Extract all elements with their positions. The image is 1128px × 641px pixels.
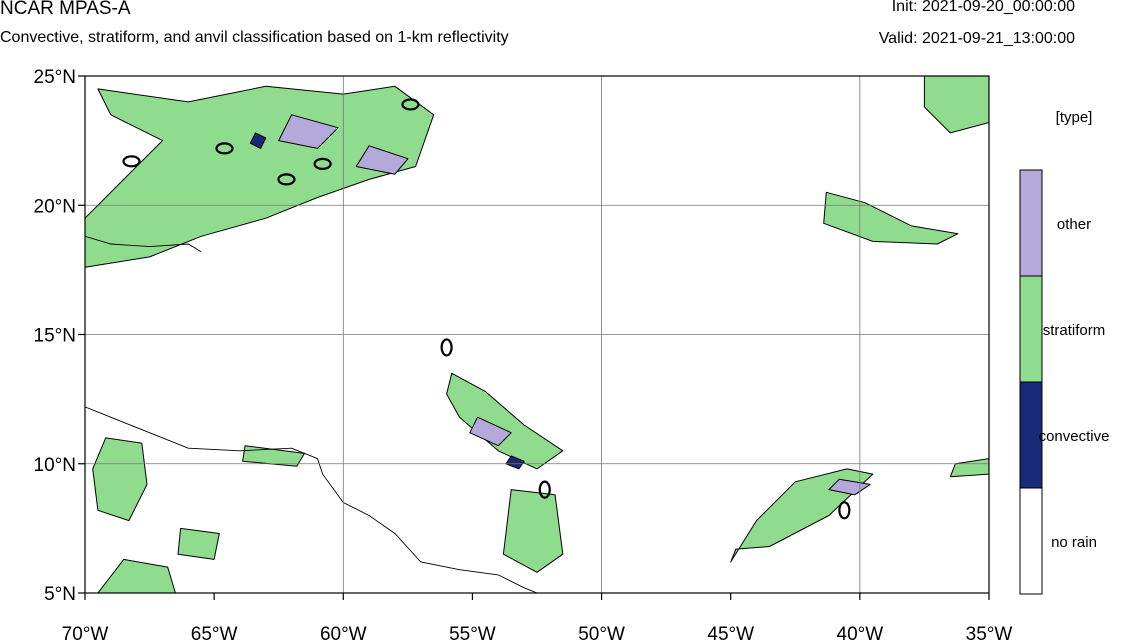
rain-region-stratiform [446,372,564,470]
y-tick-label: 20°N [34,196,76,217]
contour-oval [313,157,332,170]
legend-label: no rain [1051,534,1097,551]
legend-label: other [1057,216,1091,233]
y-tick-label: 15°N [34,326,76,347]
x-tick-label: 45°W [707,624,754,641]
rain-region-other [278,114,339,149]
x-tick-label: 65°W [191,624,238,641]
contour-oval [838,501,851,520]
legend-swatch-other [1019,169,1043,277]
rain-region-stratiform [823,191,959,245]
rain-region-stratiform [730,468,874,563]
x-tick-label: 70°W [62,624,109,641]
contour-oval [277,173,296,186]
legend-swatch-no-rain [1019,487,1043,595]
contour-oval [215,142,234,155]
rain-region-stratiform [949,458,989,478]
rain-region-stratiform [92,437,148,522]
y-tick-label: 5°N [44,584,76,605]
x-tick-label: 35°W [966,624,1013,641]
rain-region-stratiform [85,85,435,268]
valid-time: Valid: 2021-09-21_13:00:00 [878,30,1075,47]
contour-oval [122,155,141,168]
legend-swatch-stratiform [1019,275,1043,383]
coastline-layer [85,235,539,593]
rain-region-convective [249,132,267,149]
coastline [85,235,202,253]
y-tick-label: 10°N [34,455,76,476]
x-tick-label: 55°W [449,624,496,641]
rain-region-stratiform [97,558,176,593]
contour-oval [440,338,453,357]
x-tick-label: 40°W [837,624,884,641]
init-time: Init: 2021-09-20_00:00:00 [891,0,1075,15]
x-tick-label: 60°W [320,624,367,641]
coastline [85,406,539,593]
legend: [type] other stratiform convective no rain [1019,109,1110,595]
model-title: NCAR MPAS-A [0,0,131,19]
rain-region-stratiform [923,76,989,134]
rain-region-stratiform [502,489,564,573]
y-tick-label: 25°N [34,67,76,88]
legend-label: stratiform [1043,322,1106,339]
rain-region-stratiform [242,445,305,467]
rain-region-convective [505,455,525,470]
legend-label: convective [1039,428,1110,445]
legend-title: [type] [1056,109,1093,126]
axis-ticks: 70°W 65°W 60°W 55°W 50°W 45°W 40°W 35°W 25°N 20°N… [34,67,1013,641]
contour-oval [538,480,551,499]
rain-region-other [355,145,409,175]
gridlines [85,76,989,593]
map-subtitle: Convective, stratiform, and anvil classi… [0,29,509,46]
contour-oval [401,98,420,111]
rain-region-other [469,416,512,447]
x-tick-label: 50°W [578,624,625,641]
contour-ovals-layer [122,98,851,520]
rain-region-stratiform [177,527,220,560]
